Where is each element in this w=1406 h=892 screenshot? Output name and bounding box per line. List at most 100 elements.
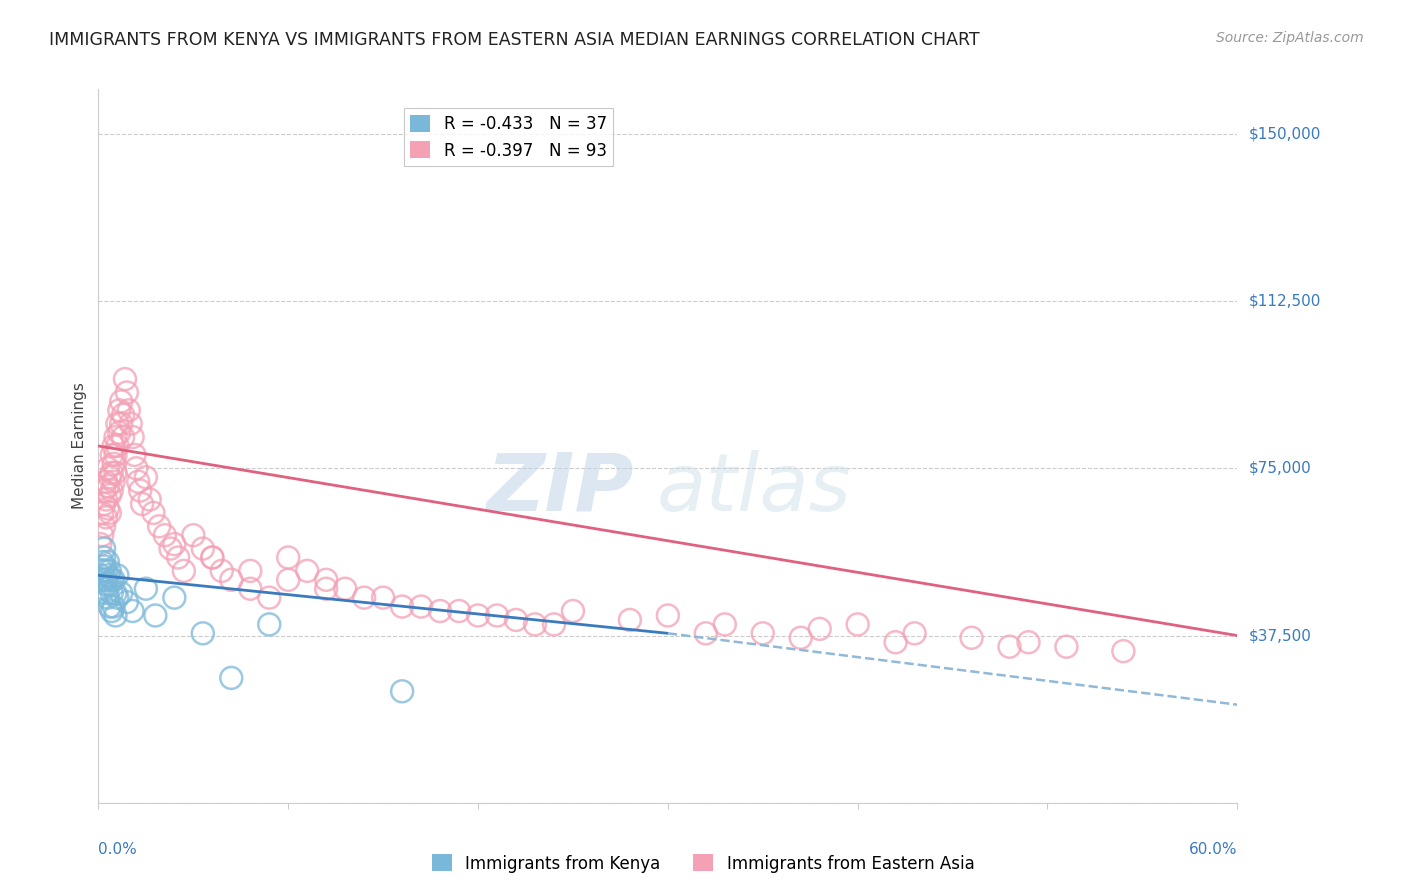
Point (201, 550, 224, 565)
Point (110, 586, 132, 600)
Point (94, 586, 117, 600)
Point (91, 528, 114, 542)
Text: Source: ZipAtlas.com: Source: ZipAtlas.com (1216, 31, 1364, 45)
Point (97, 501, 120, 516)
Point (98, 470, 121, 484)
Point (98, 577, 121, 591)
Point (107, 591, 129, 605)
Point (524, 617, 547, 632)
Point (960, 631, 983, 645)
Point (449, 604, 471, 618)
Point (562, 604, 585, 618)
Point (159, 541, 181, 556)
Point (104, 586, 127, 600)
Point (89, 568, 111, 582)
Point (91, 555, 114, 569)
Point (221, 671, 243, 685)
Legend: R = -0.433   N = 37, R = -0.397   N = 93: R = -0.433 N = 37, R = -0.397 N = 93 (404, 108, 613, 166)
Point (104, 466, 127, 480)
Point (486, 608, 509, 623)
Point (121, 604, 143, 618)
Point (191, 626, 214, 640)
Point (93, 550, 115, 565)
Point (167, 550, 190, 565)
Point (94, 573, 117, 587)
Point (183, 528, 205, 542)
Point (108, 425, 131, 440)
Point (120, 417, 142, 431)
Point (695, 626, 717, 640)
Point (543, 617, 565, 632)
Point (97, 568, 120, 582)
Point (277, 573, 299, 587)
Y-axis label: Median Earnings: Median Earnings (72, 383, 87, 509)
Point (103, 573, 125, 587)
Point (91, 573, 114, 587)
Point (112, 408, 135, 422)
Point (94, 475, 117, 489)
Point (191, 541, 214, 556)
Point (100, 573, 122, 587)
Point (104, 608, 127, 623)
Point (153, 528, 176, 542)
Point (131, 497, 153, 511)
Point (808, 622, 831, 636)
Point (125, 461, 148, 475)
Point (97, 591, 120, 605)
Point (121, 430, 143, 444)
Point (89, 537, 111, 551)
Point (142, 506, 165, 520)
Point (97, 479, 120, 493)
Point (97, 555, 120, 569)
Point (91, 506, 114, 520)
Point (714, 617, 737, 632)
Point (104, 448, 127, 462)
Point (114, 372, 136, 386)
Text: IMMIGRANTS FROM KENYA VS IMMIGRANTS FROM EASTERN ASIA MEDIAN EARNINGS CORRELATIO: IMMIGRANTS FROM KENYA VS IMMIGRANTS FROM… (49, 31, 980, 49)
Point (1112, 644, 1135, 658)
Point (163, 537, 186, 551)
Point (100, 483, 122, 498)
Point (107, 439, 129, 453)
Point (98, 488, 121, 502)
Point (93, 582, 115, 596)
Point (904, 626, 927, 640)
Point (211, 564, 233, 578)
Point (391, 684, 413, 698)
Point (124, 448, 146, 462)
Point (411, 599, 433, 614)
Point (135, 470, 157, 484)
Point (371, 591, 394, 605)
Text: $112,500: $112,500 (1249, 293, 1320, 309)
Point (429, 604, 451, 618)
Point (297, 564, 319, 578)
Point (135, 582, 157, 596)
Legend: Immigrants from Kenya, Immigrants from Eastern Asia: Immigrants from Kenya, Immigrants from E… (425, 847, 981, 880)
Point (103, 599, 125, 614)
Point (790, 631, 813, 645)
Point (315, 582, 337, 596)
Point (239, 564, 262, 578)
Text: $37,500: $37,500 (1249, 628, 1312, 643)
Text: 0.0%: 0.0% (98, 842, 138, 856)
Point (100, 586, 122, 600)
Point (846, 617, 869, 632)
Text: ZIP: ZIP (486, 450, 634, 528)
Text: $150,000: $150,000 (1249, 127, 1320, 141)
Point (467, 608, 489, 623)
Point (98, 506, 121, 520)
Point (353, 591, 375, 605)
Point (115, 595, 138, 609)
Point (277, 550, 299, 565)
Point (94, 510, 117, 524)
Point (98, 599, 121, 614)
Point (1018, 635, 1040, 649)
Point (91, 564, 114, 578)
Text: atlas: atlas (657, 450, 851, 528)
Point (391, 599, 413, 614)
Point (94, 564, 117, 578)
Point (104, 430, 127, 444)
Point (115, 385, 138, 400)
Point (100, 604, 122, 618)
Point (145, 608, 167, 623)
